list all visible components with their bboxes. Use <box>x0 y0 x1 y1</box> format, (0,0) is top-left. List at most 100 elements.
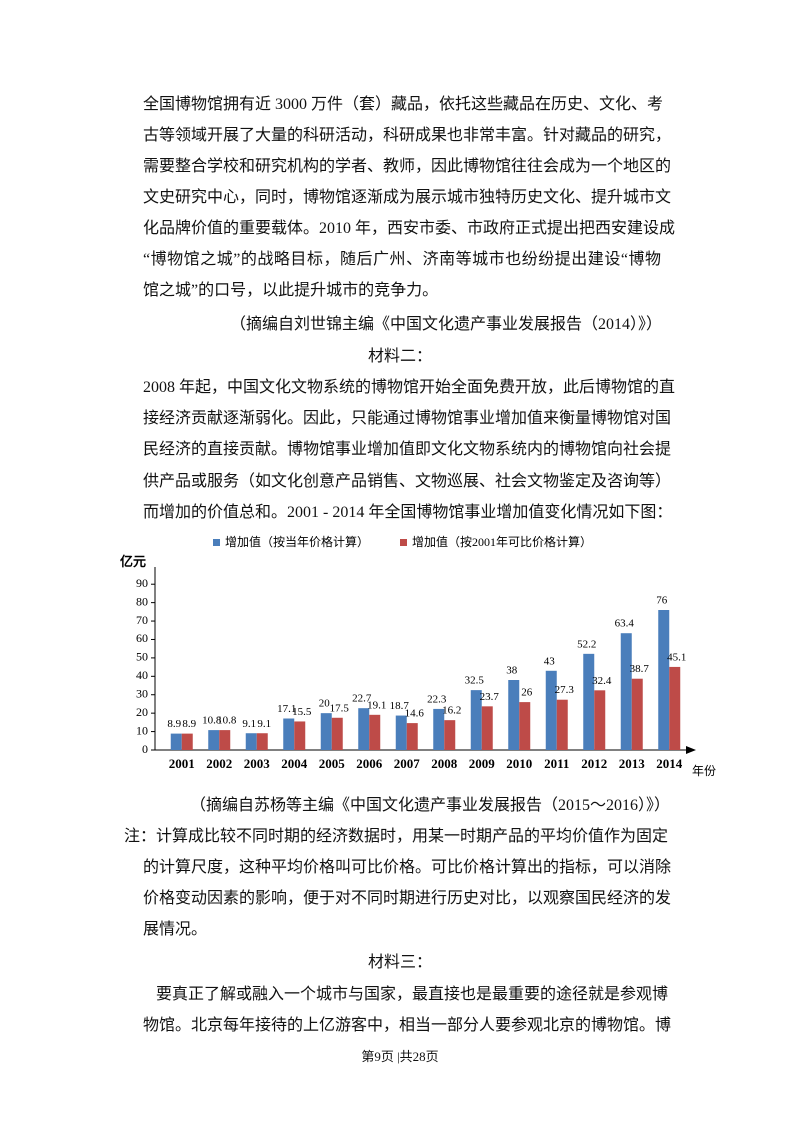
bar <box>545 670 557 750</box>
data-label: 38.7 <box>630 663 650 675</box>
y-tick-label: 30 <box>136 686 148 700</box>
data-label: 27.3 <box>555 684 575 696</box>
source: （摘编自苏杨等主编《中国文化遗产事业发展报告（2015～2016）》） <box>190 797 671 814</box>
x-tick-label: 2012 <box>581 756 607 771</box>
legend-label: 增加值（按当年价格计算） <box>225 534 369 549</box>
y-tick-label: 90 <box>136 576 148 590</box>
legend-swatch <box>400 539 407 546</box>
y-tick-label: 20 <box>136 705 148 719</box>
data-label: 32.4 <box>592 675 612 687</box>
data-label: 17.1 <box>277 703 296 715</box>
data-label: 19.1 <box>367 699 386 711</box>
y-tick-label: 10 <box>136 723 148 737</box>
text-line: 化品牌价值的重要载体。2010 年，西安市委、市政府正式提出把西安建设成 <box>143 220 676 237</box>
legend-label: 增加值（按2001年可比价格计算） <box>412 534 592 549</box>
data-label: 26 <box>521 687 533 699</box>
x-tick-label: 2013 <box>619 756 646 771</box>
y-tick-label: 50 <box>136 650 148 664</box>
bar <box>294 721 306 750</box>
data-label: 9.1 <box>257 718 271 730</box>
x-tick-label: 2009 <box>469 756 496 771</box>
bar <box>519 702 531 750</box>
bar <box>444 720 456 750</box>
bar <box>620 633 632 750</box>
x-tick-label: 2003 <box>244 756 271 771</box>
bar <box>245 733 257 750</box>
bar <box>256 733 268 750</box>
text-line: 需要整合学校和研究机构的学者、教师，因此博物馆往往会成为一个地区的 <box>143 158 672 175</box>
bar <box>508 680 520 750</box>
bar <box>358 708 370 750</box>
x-tick-label: 2010 <box>506 756 532 771</box>
text-line: 要真正了解或融入一个城市与国家，最直接也是最重要的途径就是参观博 <box>156 986 669 1003</box>
heading: 材料二： <box>367 348 432 365</box>
data-label: 16.2 <box>442 705 461 717</box>
bar <box>331 717 343 750</box>
data-label: 14.6 <box>405 708 425 720</box>
x-tick-label: 2014 <box>656 756 683 771</box>
bar <box>594 690 606 750</box>
x-tick-label: 2008 <box>431 756 458 771</box>
data-label: 45.1 <box>667 651 686 663</box>
note-line: 的计算尺度，这种平均价格叫可比价格。可比价格计算出的指标，可以消除 <box>143 859 672 876</box>
bar <box>583 653 595 750</box>
text-line: 古等领域开展了大量的科研活动，科研成果也非常丰富。针对藏品的研究， <box>143 127 672 144</box>
y-tick-label: 80 <box>136 594 148 608</box>
x-tick-label: 2004 <box>281 756 308 771</box>
data-label: 8.9 <box>182 718 196 730</box>
note-line: 展情况。 <box>143 921 208 938</box>
bar <box>395 715 407 750</box>
text-line: 供产品或服务（如文化创意产品销售、文物巡展、社会文物鉴定及咨询等） <box>143 473 672 490</box>
text-line: 而增加的价值总和。2001 - 2014 年全国博物馆事业增加值变化情况如下图： <box>143 504 673 521</box>
heading: 材料三： <box>367 954 432 971</box>
data-label: 32.5 <box>465 675 485 687</box>
y-tick-label: 60 <box>136 631 148 645</box>
bar <box>208 730 220 750</box>
text-line: 物馆。北京每年接待的上亿游客中，相当一部分人要参观北京的博物馆。博 <box>143 1017 672 1034</box>
data-label: 10.8 <box>202 715 222 727</box>
bar <box>406 723 418 750</box>
bar <box>631 678 643 750</box>
bar <box>369 714 381 750</box>
data-label: 15.5 <box>292 706 312 718</box>
note-line: 价格变动因素的影响，便于对不同时期进行历史对比，以观察国民经济的发 <box>143 890 672 907</box>
y-tick-label: 40 <box>136 668 148 682</box>
note-line: 注：计算成比较不同时期的经济数据时，用某一时期产品的平均价值作为固定 <box>124 828 669 845</box>
axis-arrow <box>686 746 696 754</box>
text-line: “博物馆之城”的战略目标，随后广州、济南等城市也纷纷提出建设“博物 <box>143 251 661 268</box>
bar <box>669 666 681 750</box>
source: （摘编自刘世锦主编《中国文化遗产事业发展报告（2014）》） <box>230 316 663 333</box>
data-label: 23.7 <box>480 691 500 703</box>
bar <box>283 718 295 750</box>
data-label: 9.1 <box>242 718 256 730</box>
x-tick-label: 2001 <box>169 756 195 771</box>
data-label: 43 <box>544 655 556 667</box>
bar <box>433 708 445 750</box>
x-tick-label: 2006 <box>356 756 383 771</box>
y-tick-label: 0 <box>142 742 148 756</box>
x-tick-label: 2002 <box>206 756 232 771</box>
text-line: 文史研究中心，同时，博物馆逐渐成为展示城市独特历史文化、提升城市文 <box>143 189 672 206</box>
data-label: 18.7 <box>390 700 410 712</box>
data-label: 10.8 <box>217 715 237 727</box>
bar <box>556 699 568 750</box>
text-line: 馆之城”的口号，以此提升城市的竞争力。 <box>143 282 439 299</box>
data-label: 52.2 <box>577 638 596 650</box>
data-label: 8.9 <box>167 718 181 730</box>
x-tick-label: 2007 <box>394 756 421 771</box>
bar <box>219 730 231 750</box>
data-label: 17.5 <box>330 702 350 714</box>
bar <box>320 713 332 750</box>
page-footer: 第9页 |共28页 <box>361 1049 439 1064</box>
x-tick-label: 2005 <box>319 756 346 771</box>
bar <box>658 610 670 750</box>
data-label: 38 <box>506 665 518 677</box>
text-line: 民经济的直接贡献。博物馆事业增加值即文化文物系统内的博物馆向社会提 <box>143 441 672 458</box>
bar <box>181 733 193 750</box>
text-line: 全国博物馆拥有近 3000 万件（套）藏品，依托这些藏品在历史、文化、考 <box>143 96 664 113</box>
data-label: 22.3 <box>427 693 447 705</box>
data-label: 76 <box>656 595 668 607</box>
bar <box>170 733 182 750</box>
